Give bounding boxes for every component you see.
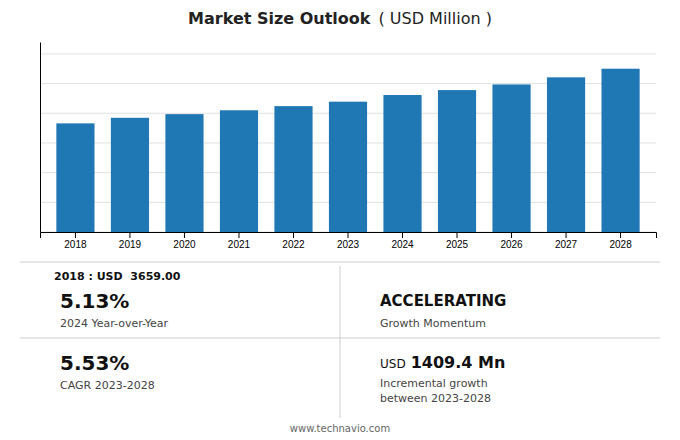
- x-tick-label: 2020: [173, 239, 196, 250]
- bar: [601, 69, 639, 232]
- divider: [20, 338, 660, 339]
- y-axis-line: [40, 43, 41, 233]
- annotations: 2018 : USD 3659.00 5.13% 2024 Year-over-Ye…: [54, 270, 506, 434]
- x-tick-mark: [238, 232, 239, 238]
- grid: [40, 54, 656, 232]
- bars: [56, 69, 639, 232]
- stat-label: between 2023-2028: [380, 392, 491, 405]
- x-tick-label: 2021: [228, 239, 251, 250]
- divider: [20, 262, 660, 263]
- x-tick: 2021: [228, 232, 251, 250]
- x-tick: 2028: [609, 232, 632, 250]
- x-tick-mark: [293, 232, 294, 238]
- bar: [220, 110, 258, 232]
- x-tick-mark: [129, 232, 130, 238]
- stat-label: Incremental growth: [380, 377, 488, 390]
- x-tick-label: 2026: [500, 239, 523, 250]
- title-main: Market Size Outlook: [188, 9, 371, 28]
- bar: [492, 84, 530, 232]
- stat-label: 2024 Year-over-Year: [60, 317, 169, 330]
- stat-value: 5.13%: [60, 289, 129, 313]
- x-tick-mark: [457, 232, 458, 238]
- bar: [329, 102, 367, 232]
- stat-label: Growth Momentum: [380, 317, 486, 330]
- x-tick: 2027: [555, 232, 578, 250]
- x-tick: 2025: [446, 232, 469, 250]
- x-tick-mark: [511, 232, 512, 238]
- stat-label: CAGR 2023-2028: [60, 379, 155, 392]
- x-tick: 2020: [173, 232, 196, 250]
- x-tick-mark: [348, 232, 349, 238]
- bar: [547, 77, 585, 232]
- divider: [340, 266, 341, 418]
- x-tick: 2024: [391, 232, 414, 250]
- y-axis: [40, 43, 42, 233]
- x-tick-mark: [75, 232, 76, 238]
- x-tick: 2019: [119, 232, 142, 250]
- x-tick-mark: [402, 232, 403, 238]
- bar: [383, 95, 421, 232]
- bar: [165, 114, 203, 232]
- stat-value: 5.53%: [60, 351, 129, 375]
- value-note: 2018 : USD 3659.00: [54, 270, 181, 283]
- x-tick-label: 2022: [282, 239, 305, 250]
- bar: [111, 118, 149, 232]
- x-tick: 2022: [282, 232, 305, 250]
- bar: [56, 123, 94, 232]
- x-tick-label: 2018: [64, 239, 87, 250]
- x-tick-label: 2027: [555, 239, 578, 250]
- x-tick-label: 2028: [609, 239, 632, 250]
- stat-value: ACCELERATING: [380, 292, 506, 310]
- chart: Market Size Outlook( USD Million )201820…: [0, 0, 680, 440]
- x-tick-label: 2023: [337, 239, 360, 250]
- plot: 2018 2019 2020 2021 2022 2023 2024 2025 2026 2027…: [40, 43, 657, 251]
- x-tick: 2018: [64, 232, 87, 250]
- x-tick: 2023: [337, 232, 360, 250]
- x-tick: 2026: [500, 232, 523, 250]
- subtitle: ( USD Million ): [378, 9, 491, 28]
- x-axis-line: [41, 233, 657, 239]
- dividers: [20, 262, 660, 418]
- x-tick-mark: [620, 232, 621, 238]
- grid-line: [40, 53, 656, 54]
- x-tick-mark: [566, 232, 567, 238]
- stat-unit: USD: [380, 357, 406, 371]
- title: Market Size Outlook ( USD Million ): [188, 9, 492, 28]
- x-tick-mark: [184, 232, 185, 238]
- stat-value: 1409.4 Mn: [411, 353, 506, 372]
- x-tick-label: 2024: [391, 239, 414, 250]
- footer: www.technavio.com: [290, 423, 390, 434]
- bar: [438, 90, 476, 232]
- x-tick-label: 2019: [119, 239, 142, 250]
- x-tick-label: 2025: [446, 239, 469, 250]
- x-axis: 2018 2019 2020 2021 2022 2023 2024 2025 2026 2027…: [41, 232, 657, 250]
- bar: [274, 106, 312, 232]
